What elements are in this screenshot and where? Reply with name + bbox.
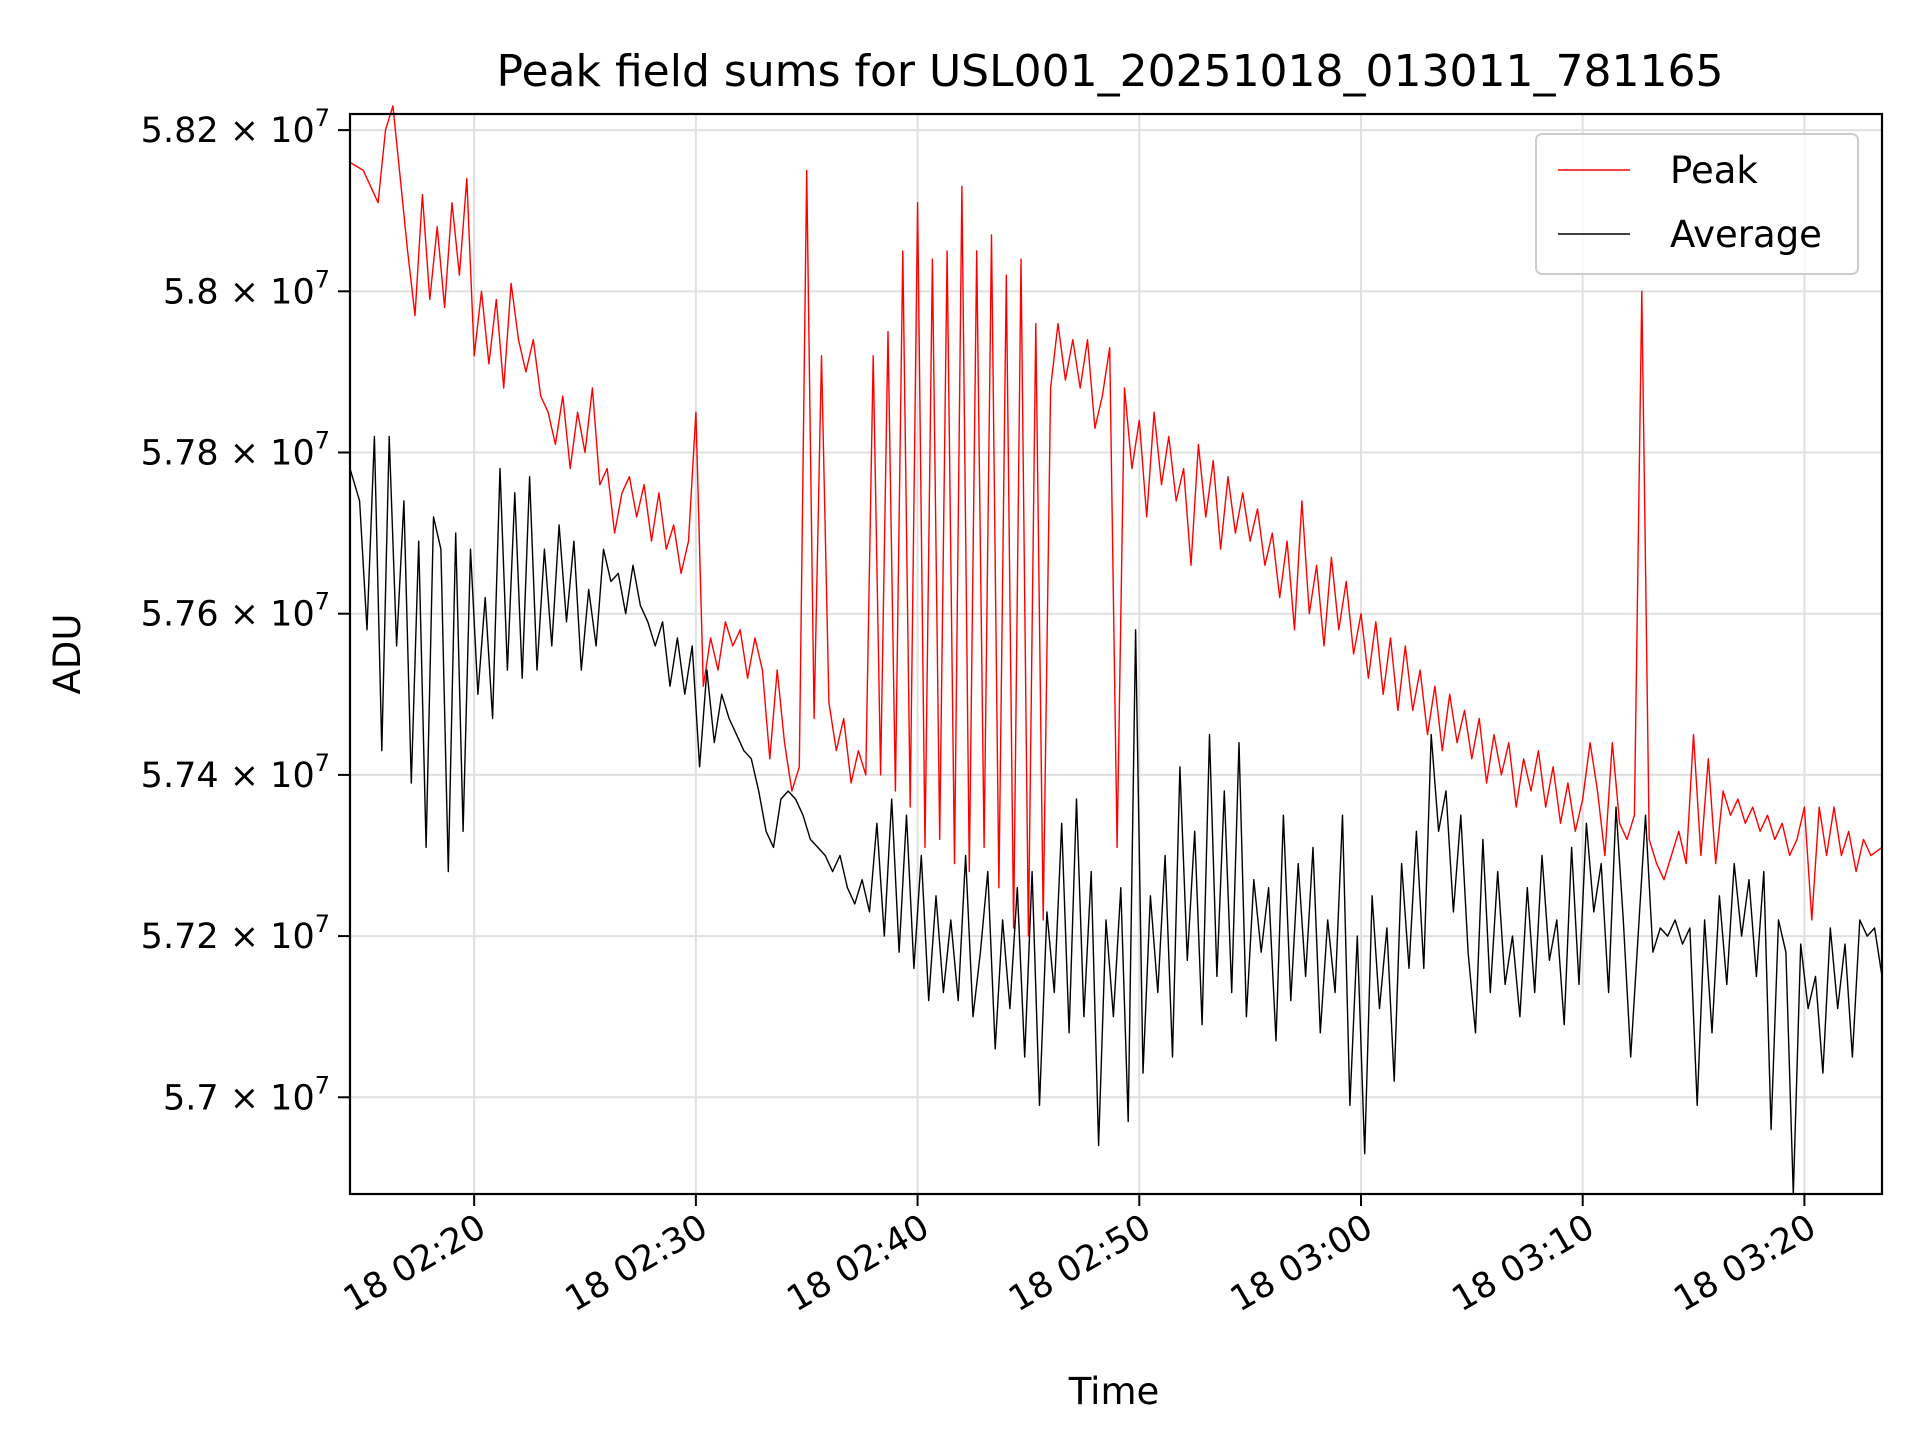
chart-title: Peak field sums for USL001_20251018_0130…	[497, 46, 1724, 97]
y-tick-label: 5.8 × 107	[163, 265, 330, 312]
series-line-peak	[349, 105, 1883, 937]
y-tick-label: 5.74 × 107	[141, 749, 330, 796]
series-line-average	[349, 435, 1883, 1195]
y-tick-label: 5.82 × 107	[141, 104, 330, 151]
plot-frame	[348, 112, 1884, 1196]
legend-box	[1535, 133, 1859, 275]
x-axis-label: Time	[1068, 1370, 1160, 1413]
legend-label-average: Average	[1670, 213, 1822, 256]
y-tick-label: 5.7 × 107	[163, 1071, 330, 1118]
y-tick-label: 5.72 × 107	[141, 910, 330, 957]
series-layer	[349, 105, 1883, 1195]
y-axis: 5.7 × 107 5.72 × 107 5.74 × 107 5.76 × 107 5…	[141, 104, 350, 1118]
legend-label-peak: Peak	[1670, 149, 1758, 192]
legend: Peak Average	[1535, 133, 1859, 275]
y-tick-label: 5.76 × 107	[141, 588, 330, 635]
y-axis-label: ADU	[46, 614, 89, 695]
y-tick-label: 5.78 × 107	[141, 427, 330, 474]
